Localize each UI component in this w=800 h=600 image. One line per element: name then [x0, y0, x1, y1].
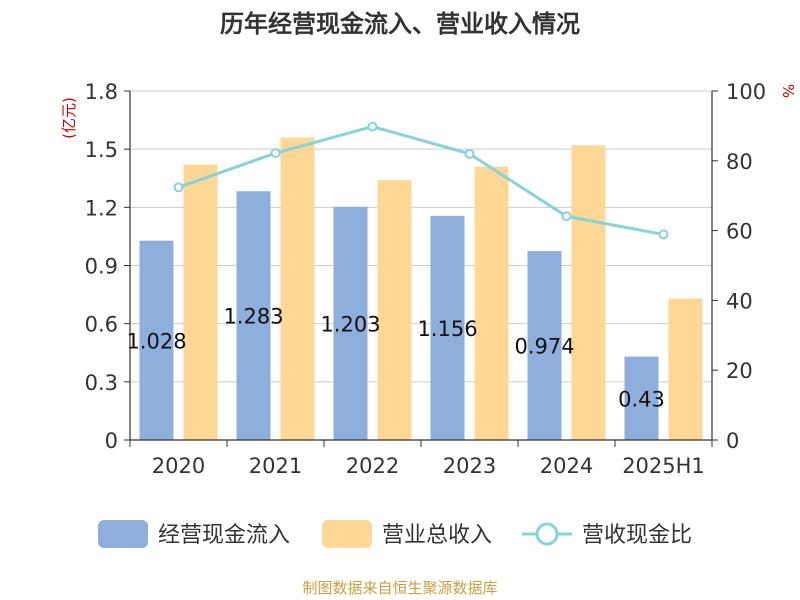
x-tick-label: 2024 [540, 454, 593, 478]
left-tick-label: 1.5 [85, 138, 118, 162]
right-tick-label: 80 [726, 150, 753, 174]
cash-inflow-value-label: 0.974 [514, 335, 574, 359]
legend-swatch-cash-inflow [98, 520, 148, 548]
right-tick-label: 60 [726, 220, 753, 244]
cash-inflow-value-label: 1.283 [223, 305, 283, 329]
ratio-point [367, 121, 378, 132]
x-tick-label: 2021 [249, 454, 302, 478]
data-labels: 1.028 1.283 1.203 1.156 0.974 0.43 [126, 305, 664, 412]
right-axis-unit: % [779, 84, 797, 98]
cash-inflow-value-label: 1.156 [417, 317, 477, 341]
ratio-point [173, 182, 184, 193]
right-tick-label: 100 [726, 80, 766, 104]
cash-inflow-bar [139, 240, 174, 440]
right-tick-label: 20 [726, 359, 753, 383]
x-tick-label: 2022 [346, 454, 399, 478]
revenue-bar [280, 137, 315, 441]
chart-title: 历年经营现金流入、营业收入情况 [220, 10, 580, 38]
cash-inflow-bar [624, 356, 659, 440]
left-tick-label: 0 [105, 429, 118, 453]
legend-marker-ratio [535, 522, 559, 546]
cash-inflow-value-label: 1.203 [320, 312, 380, 336]
left-tick-label: 1.2 [85, 196, 118, 220]
x-tick-label: 2025H1 [622, 454, 705, 478]
revenue-bar [474, 166, 509, 440]
grid-lines [130, 90, 712, 383]
left-axis-unit: (亿元) [60, 97, 78, 139]
legend-label-cash-inflow: 经营现金流入 [158, 523, 290, 548]
bars [139, 137, 703, 441]
cash-inflow-bar [236, 191, 271, 440]
left-tick-label: 0.9 [85, 255, 118, 279]
legend-label-ratio: 营收现金比 [582, 523, 692, 548]
ratio-line [173, 121, 669, 240]
cash-inflow-bar [333, 206, 368, 440]
axes: 0 0.3 0.6 0.9 1.2 1.5 1.8 0 20 40 60 80 100 (亿元)% 2020… [60, 80, 797, 478]
cash-inflow-value-label: 1.028 [126, 329, 186, 353]
ratio-point [561, 211, 572, 222]
left-tick-label: 0.6 [85, 313, 118, 337]
x-tick-label: 2023 [443, 454, 496, 478]
revenue-bar [377, 180, 412, 440]
legend: 经营现金流入 营业总收入 营收现金比 [98, 520, 692, 548]
cash-inflow-bar [527, 251, 562, 440]
revenue-bar [571, 145, 606, 441]
right-tick-label: 40 [726, 289, 753, 313]
source-note: 制图数据来自恒生聚源数据库 [302, 579, 497, 597]
cash-inflow-bar [430, 215, 465, 440]
ratio-line-path [178, 125, 664, 236]
revenue-bar [183, 164, 218, 440]
cash-inflow-value-label: 0.43 [618, 387, 665, 411]
revenue-bar [668, 298, 703, 440]
legend-swatch-revenue [322, 520, 372, 548]
ratio-point [270, 148, 281, 159]
left-tick-label: 0.3 [85, 371, 118, 395]
right-tick-label: 0 [726, 429, 739, 453]
ratio-point [464, 148, 475, 159]
ratio-point [658, 229, 669, 240]
left-tick-label: 1.8 [85, 80, 118, 104]
x-tick-label: 2020 [152, 454, 205, 478]
legend-label-revenue: 营业总收入 [382, 523, 492, 548]
